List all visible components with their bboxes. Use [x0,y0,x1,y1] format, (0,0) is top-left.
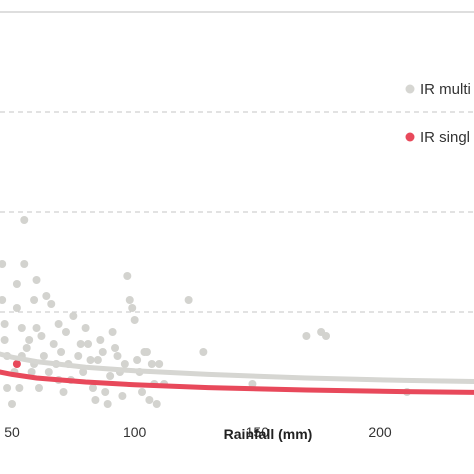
data-point-0-56 [128,304,137,312]
legend: IR multi IR singl [405,81,471,146]
data-point-0-44 [98,348,107,356]
data-point-0-34 [74,352,83,360]
data-point-0-72 [302,332,311,340]
x-tick-labels: 50 100 150 200 [4,424,392,440]
legend-label-0: IR multi [420,81,471,98]
grid-lines [0,11,474,313]
data-point-0-52 [118,392,127,400]
data-point-0-10 [17,324,26,332]
x-tick-label-0: 50 [4,424,20,440]
data-point-0-57 [130,316,139,324]
data-point-0-53 [120,360,129,368]
x-tick-label-3: 200 [368,424,392,440]
data-point-0-63 [145,396,154,404]
data-point-0-49 [111,344,120,352]
data-point-0-36 [79,368,88,376]
data-point-0-25 [47,300,56,308]
data-point-0-78 [12,280,21,288]
data-point-0-18 [32,324,41,332]
data-point-0-30 [61,328,70,336]
x-axis-title: Rainfall (mm) [224,426,313,442]
data-point-0-35 [76,340,85,348]
data-point-0-74 [322,332,331,340]
data-point-0-22 [39,352,48,360]
data-point-0-1 [0,336,9,344]
data-point-0-28 [54,320,63,328]
data-point-0-58 [133,356,142,364]
data-point-0-67 [155,360,164,368]
data-point-0-50 [113,352,122,360]
data-point-0-38 [84,340,93,348]
data-point-0-48 [108,328,117,336]
x-tick-label-1: 100 [123,424,147,440]
trend-line-0 [0,351,474,385]
data-point-1-0 [12,360,21,368]
data-point-0-21 [37,332,46,340]
data-point-0-69 [184,296,193,304]
legend-marker-0 [405,84,415,94]
data-point-0-43 [96,336,105,344]
data-point-0-24 [44,368,53,376]
data-point-0-5 [3,384,12,392]
data-point-0-42 [93,356,102,364]
data-point-0-23 [42,292,51,300]
data-point-0-41 [91,396,100,404]
data-point-0-6 [8,400,16,408]
x-tick-label-2: 150 [246,424,270,440]
data-point-0-55 [125,296,134,304]
trend-line-1 [0,369,474,395]
data-point-0-4 [0,296,7,304]
data-point-0-40 [88,384,97,392]
data-point-0-45 [101,388,110,396]
data-point-0-29 [57,348,66,356]
data-points [0,216,411,408]
data-point-0-8 [12,304,21,312]
data-point-0-54 [123,272,132,280]
data-point-0-60 [138,388,147,396]
data-point-0-70 [199,348,208,356]
data-point-0-71 [248,380,257,388]
data-point-0-37 [81,324,90,332]
data-point-0-39 [86,356,95,364]
data-point-0-11 [22,344,31,352]
data-point-0-9 [15,384,24,392]
data-point-0-77 [59,388,68,396]
legend-label-1: IR singl [420,129,470,146]
data-point-0-79 [32,276,41,284]
data-point-0-14 [20,260,29,268]
data-point-0-33 [69,312,78,320]
data-point-0-66 [152,400,161,408]
data-point-0-0 [0,260,7,268]
data-point-0-13 [20,216,29,224]
data-point-0-26 [49,340,58,348]
data-point-0-20 [34,384,43,392]
data-point-0-15 [25,336,34,344]
data-point-0-62 [142,348,151,356]
data-point-0-47 [106,372,115,380]
trend-lines [0,351,474,395]
data-point-0-3 [0,320,9,328]
data-point-0-16 [27,368,36,376]
legend-marker-1 [405,132,415,142]
data-point-0-17 [30,296,39,304]
data-point-0-46 [103,400,112,408]
data-point-0-64 [147,360,156,368]
